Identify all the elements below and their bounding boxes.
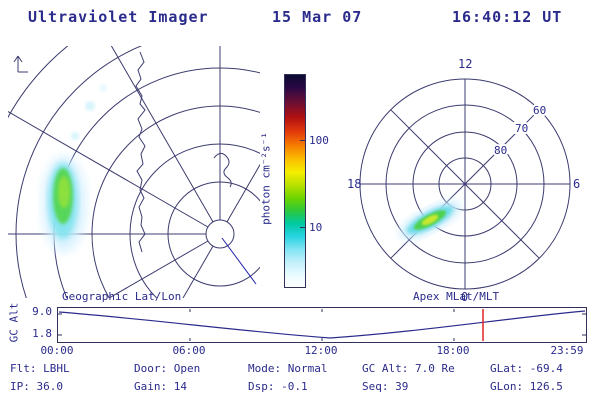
status-gain: Gain: 14 xyxy=(134,380,187,393)
status-door: Door: Open xyxy=(134,362,201,375)
track-line xyxy=(221,237,257,285)
status-ip: IP: 36.0 xyxy=(10,380,63,393)
geo-aurora-emission xyxy=(42,84,107,252)
gc-alt-ytick-bottom: 1.8 xyxy=(32,327,52,340)
mlt-label-6: 6 xyxy=(573,177,580,191)
time-label: 16:40:12 UT xyxy=(452,8,563,26)
gc-alt-strip-chart xyxy=(57,307,587,343)
xtick-1200: 12:00 xyxy=(304,344,338,357)
status-gcalt: GC Alt: 7.0 Re xyxy=(362,362,455,375)
colorbar-tick-label-100: 100 xyxy=(309,134,329,147)
north-indicator-icon xyxy=(13,55,28,73)
status-flt: Flt: LBHL xyxy=(10,362,70,375)
colorbar-tick-label-10: 10 xyxy=(309,221,323,234)
xtick-0600: 06:00 xyxy=(172,344,206,357)
mlat-ring-label-70: 70 xyxy=(515,122,528,135)
gc-alt-plot xyxy=(58,309,586,341)
geo-panel-caption: Geographic Lat/Lon xyxy=(62,290,182,303)
apex-grid xyxy=(359,78,571,290)
geo-grid xyxy=(8,46,260,298)
xtick-0000: 00:00 xyxy=(40,344,74,357)
status-glat: GLat: -69.4 xyxy=(490,362,563,375)
colorbar-tick-100 xyxy=(300,140,305,141)
mlt-label-18: 18 xyxy=(347,177,361,191)
xtick-1800: 18:00 xyxy=(436,344,470,357)
mlt-label-0: 0 xyxy=(461,290,468,304)
apex-polar-plot: 12 18 6 0 60 70 80 xyxy=(347,57,580,304)
coastline-detail xyxy=(213,152,232,188)
colorbar xyxy=(284,74,306,288)
gc-alt-curve xyxy=(58,310,586,339)
status-mode: Mode: Normal xyxy=(248,362,328,375)
xtick-2359: 23:59 xyxy=(550,344,584,357)
geographic-polar-plot xyxy=(8,46,260,298)
colorbar-tick-10 xyxy=(300,227,305,228)
status-glon: GLon: 126.5 xyxy=(490,380,563,393)
instrument-title: Ultraviolet Imager xyxy=(28,8,209,26)
coastline xyxy=(135,51,146,253)
status-seq: Seq: 39 xyxy=(362,380,409,393)
gc-alt-ytick-top: 9.0 xyxy=(32,305,52,318)
date-label: 15 Mar 07 xyxy=(272,8,363,26)
mlt-label-12: 12 xyxy=(458,57,472,71)
gc-alt-axis-label: GC Alt xyxy=(7,302,21,343)
mlat-ring-label-80: 80 xyxy=(494,144,507,157)
apex-aurora-emission xyxy=(399,200,461,240)
status-dsp: Dsp: -0.1 xyxy=(248,380,308,393)
apex-panel-caption: Apex MLat/MLT xyxy=(413,290,500,303)
colorbar-units-label: photon cm⁻²s⁻¹ xyxy=(259,132,273,225)
mlat-ring-label-60: 60 xyxy=(533,104,546,117)
